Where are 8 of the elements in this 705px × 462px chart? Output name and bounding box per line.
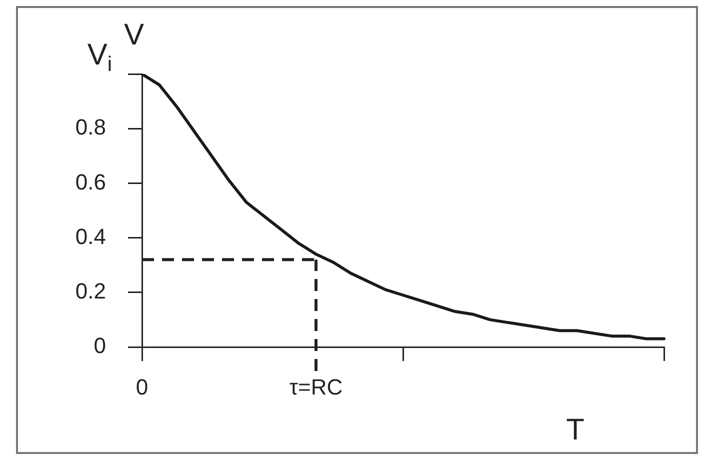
x-axis-title: T <box>566 413 584 446</box>
y-tick-label: 0.6 <box>75 169 106 194</box>
y-tick-label: 0 <box>94 333 106 358</box>
y-tick-label: 0.2 <box>75 278 106 304</box>
y-tick-label: 0.4 <box>75 224 106 249</box>
x-tick-label: τ=RC <box>289 374 343 400</box>
y-tick-label: 0.8 <box>75 114 106 140</box>
y-axis-title: V <box>124 18 144 52</box>
